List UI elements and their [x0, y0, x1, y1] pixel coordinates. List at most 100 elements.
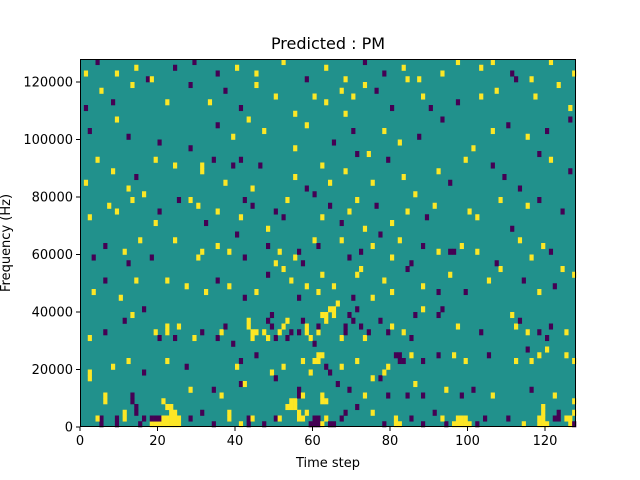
cell-high: [227, 415, 232, 422]
cell-high: [316, 358, 321, 365]
cell-high: [359, 266, 364, 273]
cell-high: [200, 162, 205, 169]
cell-high: [355, 197, 360, 204]
cell-high: [266, 335, 271, 342]
cell-high: [572, 271, 577, 278]
cell-low: [297, 329, 302, 336]
cell-low: [235, 231, 240, 238]
cell-high: [564, 352, 569, 359]
cell-low: [502, 174, 507, 181]
cell-high: [541, 415, 546, 422]
cell-high: [308, 335, 313, 342]
cell-high: [293, 110, 298, 117]
cell-high: [165, 277, 170, 284]
cell-low: [289, 329, 294, 336]
cell-low: [328, 202, 333, 209]
cell-high: [537, 289, 542, 296]
cell-high: [452, 352, 457, 359]
cell-low: [316, 243, 321, 250]
cell-high: [196, 254, 201, 261]
heatmap-cells: [83, 59, 577, 428]
cell-low: [238, 358, 244, 365]
cell-high: [552, 392, 557, 399]
cell-high: [254, 70, 259, 77]
cell-high: [324, 312, 329, 319]
x-tick-label: 120: [533, 434, 558, 449]
cell-high: [207, 99, 213, 106]
cell-low: [312, 415, 317, 422]
cell-high: [467, 421, 472, 428]
cell-high: [401, 329, 406, 336]
cell-high: [572, 70, 577, 77]
cell-high: [184, 283, 189, 290]
cell-high: [455, 59, 461, 66]
cell-high: [235, 64, 240, 71]
cell-low: [130, 392, 135, 399]
cell-high: [498, 197, 503, 204]
cell-high: [297, 415, 302, 422]
x-tick-label: 100: [455, 434, 480, 449]
cell-low: [343, 329, 348, 336]
cell-low: [568, 168, 573, 175]
cell-high: [312, 237, 317, 244]
cell-high: [176, 323, 182, 330]
cell-high: [517, 237, 523, 244]
cell-high: [397, 237, 402, 244]
cell-high: [525, 202, 530, 209]
cell-low: [560, 208, 565, 215]
cell-high: [91, 289, 96, 296]
cell-high: [328, 179, 333, 186]
cell-high: [362, 82, 368, 89]
cell-low: [517, 185, 523, 192]
cell-low: [331, 139, 337, 146]
cell-low: [312, 191, 317, 198]
cell-low: [386, 392, 391, 399]
cell-high: [413, 191, 418, 198]
cell-low: [157, 415, 162, 422]
cell-high: [355, 271, 360, 278]
cell-high: [355, 358, 360, 365]
cell-low: [351, 128, 356, 135]
cell-low: [378, 231, 383, 238]
cell-high: [238, 421, 244, 428]
cell-low: [258, 162, 263, 169]
cell-high: [277, 415, 282, 422]
cell-high: [514, 323, 519, 330]
cell-high: [173, 237, 178, 244]
cell-high: [362, 225, 368, 232]
cell-high: [289, 398, 294, 405]
cell-low: [436, 289, 441, 296]
cell-high: [529, 358, 534, 365]
cell-low: [347, 312, 352, 319]
cell-high: [382, 277, 387, 284]
cell-high: [393, 421, 399, 428]
cell-high: [281, 323, 286, 330]
cell-high: [331, 306, 337, 313]
cell-high: [87, 369, 92, 376]
cell-high: [463, 156, 468, 163]
cell-low: [421, 358, 426, 365]
cell-low: [355, 151, 360, 158]
cell-high: [138, 237, 143, 244]
cell-low: [359, 323, 364, 330]
cell-low: [386, 329, 391, 336]
cell-high: [111, 363, 116, 370]
cell-low: [173, 64, 178, 71]
y-tick-label: 100000: [23, 133, 73, 148]
cell-low: [304, 185, 309, 192]
cell-high: [312, 358, 317, 365]
cell-low: [246, 421, 251, 428]
cell-low: [397, 352, 402, 359]
cell-high: [250, 185, 255, 192]
cell-high: [320, 352, 325, 359]
y-tick-label: 80000: [32, 191, 73, 206]
cell-low: [436, 352, 441, 359]
x-axis-label: Time step: [295, 456, 360, 471]
cell-low: [390, 105, 395, 112]
cell-high: [235, 363, 240, 370]
cell-high: [339, 87, 344, 94]
cell-high: [293, 254, 298, 261]
cell-high: [362, 392, 368, 399]
cell-high: [215, 208, 220, 215]
cell-high: [331, 312, 337, 319]
